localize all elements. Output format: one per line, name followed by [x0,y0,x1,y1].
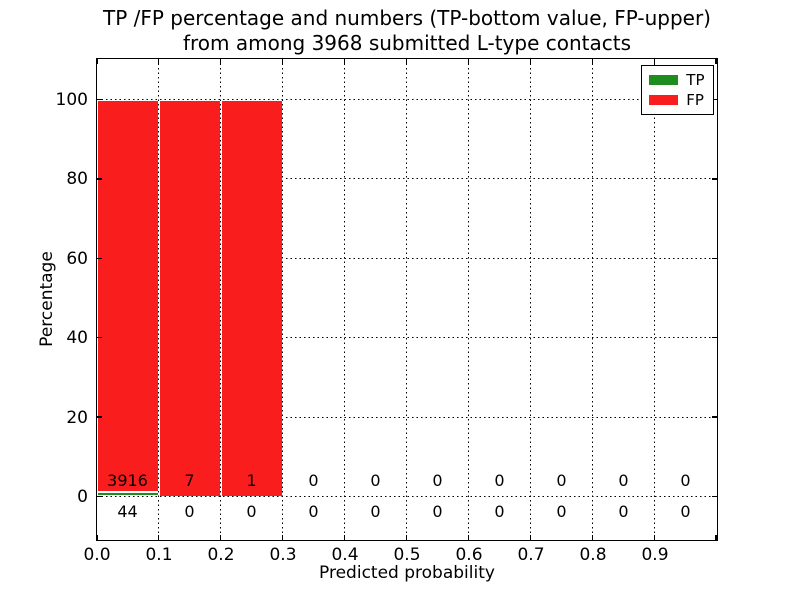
xtick-top-1 [157,58,160,64]
bar-fp-bin0 [96,99,159,493]
ytick-label-40: 40 [66,328,88,349]
xtick-bottom-10 [715,534,717,540]
ytick-right-80 [711,178,717,180]
tp-count-bin6: 0 [494,501,505,521]
fp-count-bin8: 0 [618,470,629,490]
ytick-left-0 [96,495,102,498]
tp-swatch-icon [649,74,679,85]
tp-count-bin4: 0 [370,501,381,521]
xtick-top-7 [529,58,532,64]
fp-count-bin6: 0 [494,470,505,490]
xtick-label-0.1: 0.1 [145,545,173,565]
tp-count-bin8: 0 [618,501,629,521]
gridline-v-0.7 [530,58,531,540]
plot-area: TP FP 44 0 0 0 0 0 0 0 0 0 3916 7 1 0 0 0 0 0 0 0 [95,57,718,541]
fp-swatch-icon [649,94,679,105]
bar-fp-bin2 [220,99,283,497]
xtick-top-3 [281,58,284,64]
tp-count-bin3: 0 [308,501,319,521]
tp-count-bin0: 44 [117,501,138,521]
tp-count-bin7: 0 [556,501,567,521]
ytick-right-40 [711,336,717,339]
xtick-top-5 [405,58,408,64]
legend-label-tp: TP [686,70,705,89]
ytick-right-0 [711,495,717,498]
gridline-v-0.6 [468,58,469,540]
fp-count-bin0: 3916 [107,470,148,490]
fp-count-bin5: 0 [432,470,443,490]
ytick-label-100: 100 [55,90,88,110]
gridline-v-0.3 [282,58,283,540]
xtick-bottom-7 [529,534,532,540]
xtick-top-6 [467,58,470,64]
xtick-label-0.5: 0.5 [393,545,421,565]
xtick-top-0 [96,58,98,64]
ytick-left-20 [96,416,102,418]
xtick-bottom-2 [219,534,222,540]
tp-count-bin5: 0 [432,501,443,521]
tp-count-bin9: 0 [680,501,691,521]
xtick-top-8 [591,58,594,64]
xtick-bottom-9 [653,534,656,540]
xtick-top-4 [343,58,346,64]
xtick-label-0.4: 0.4 [331,545,359,565]
ytick-left-60 [96,257,102,260]
xtick-label-0.9: 0.9 [641,545,669,565]
gridline-v-0.4 [344,58,345,540]
gridline-v-0.2 [220,58,221,540]
ytick-label-0: 0 [77,487,88,507]
legend-item-tp: TP [649,70,705,90]
fp-count-bin1: 7 [184,470,195,490]
tp-count-bin1: 0 [184,501,195,521]
xtick-top-10 [715,58,717,64]
legend-item-fp: FP [649,90,704,110]
ytick-left-100 [96,98,102,101]
xtick-top-9 [653,58,656,64]
fp-count-bin3: 0 [308,470,319,490]
gridline-v-0.5 [406,58,407,540]
gridline-v-0.9 [654,58,655,540]
chart-title-line2: from among 3968 submitted L-type contact… [182,31,632,55]
legend: TP FP [641,64,714,115]
y-axis-label: Percentage [37,251,57,347]
bar-fp-bin1 [158,99,221,497]
fp-count-bin7: 0 [556,470,567,490]
xtick-top-2 [219,58,222,64]
ytick-left-80 [96,178,102,180]
ytick-right-60 [711,257,717,260]
fp-count-bin4: 0 [370,470,381,490]
xtick-label-0.2: 0.2 [207,545,235,565]
ytick-left-40 [96,336,102,339]
xtick-bottom-3 [281,534,284,540]
tp-count-bin2: 0 [246,501,257,521]
ytick-right-100 [711,98,717,101]
ytick-label-20: 20 [66,407,88,428]
xtick-bottom-1 [157,534,160,540]
ytick-right-20 [711,416,717,418]
x-axis-label: Predicted probability [319,563,495,583]
xtick-bottom-8 [591,534,594,540]
xtick-bottom-5 [405,534,408,540]
gridline-h-0 [96,496,717,497]
fp-count-bin2: 1 [246,470,257,490]
fp-count-bin9: 0 [680,470,691,490]
xtick-bottom-0 [96,534,98,540]
xtick-label-0.3: 0.3 [269,545,297,565]
ytick-label-60: 60 [66,248,88,269]
ytick-label-80: 80 [66,169,88,190]
gridline-v-0.8 [592,58,593,540]
chart-title-line1: TP /FP percentage and numbers (TP-bottom… [103,6,711,30]
xtick-label-0.8: 0.8 [579,545,607,565]
xtick-label-0.7: 0.7 [517,545,545,565]
xtick-bottom-4 [343,534,346,540]
legend-label-fp: FP [686,90,704,109]
xtick-bottom-6 [467,534,470,540]
xtick-label-0.6: 0.6 [455,545,483,565]
xtick-label-0.0: 0.0 [83,545,111,565]
gridline-v-0.1 [158,58,159,540]
